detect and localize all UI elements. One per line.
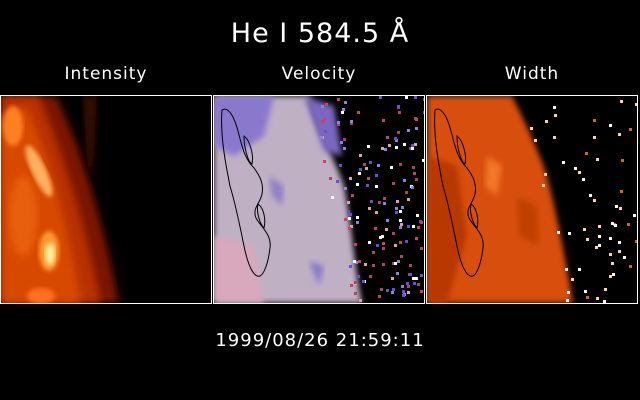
observation-timestamp: 1999/08/26 21:59:11 xyxy=(215,330,425,351)
width-panel xyxy=(426,95,638,304)
width-image xyxy=(427,96,637,303)
intensity-image xyxy=(1,96,211,303)
velocity-label: Velocity xyxy=(281,64,357,84)
velocity-image xyxy=(214,96,424,303)
width-contour xyxy=(434,108,484,277)
figure-title: He I 584.5 Å xyxy=(230,18,410,49)
intensity-label: Intensity xyxy=(64,64,148,84)
velocity-contour xyxy=(221,108,271,277)
intensity-panel xyxy=(0,95,212,304)
width-label: Width xyxy=(504,64,560,84)
velocity-panel xyxy=(213,95,425,304)
